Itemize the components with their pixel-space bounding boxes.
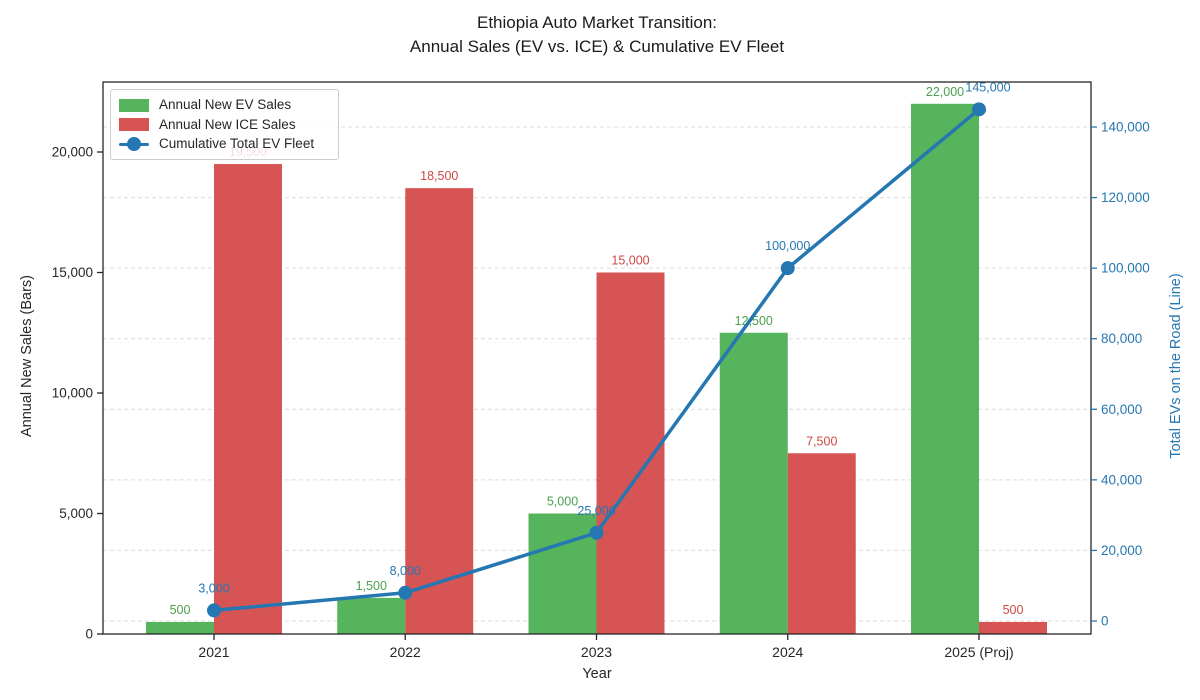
bar-label: 5,000 xyxy=(547,495,578,509)
line-point-2021 xyxy=(207,603,221,618)
x-tick-label: 2024 xyxy=(772,644,803,660)
chart-title: Ethiopia Auto Market Transition: Annual … xyxy=(0,11,1194,58)
x-axis-label: Year xyxy=(582,666,612,682)
chart-title-line-1: Ethiopia Auto Market Transition: xyxy=(476,13,718,32)
right-tick-label: 100,000 xyxy=(1101,261,1150,276)
legend-green-swatch-icon xyxy=(119,98,149,112)
legend-label: Annual New EV Sales xyxy=(159,97,292,112)
legend-item-ice-sales: Annual New ICE Sales xyxy=(119,116,330,134)
line-point-label: 8,000 xyxy=(390,564,421,578)
left-tick-label: 20,000 xyxy=(52,145,93,160)
right-tick-label: 60,000 xyxy=(1101,402,1142,417)
bar-label: 7,500 xyxy=(806,434,837,448)
legend-line-marker-icon xyxy=(119,136,149,152)
x-tick-label: 2023 xyxy=(581,644,612,660)
bar-label: 12,500 xyxy=(735,314,773,328)
bar-label: 15,000 xyxy=(611,254,649,268)
right-tick-label: 80,000 xyxy=(1101,331,1142,346)
legend-red-swatch-icon xyxy=(119,118,149,131)
x-tick-label: 2025 (Proj) xyxy=(944,644,1013,660)
x-tick-label: 2021 xyxy=(198,644,229,660)
line-point-2023 xyxy=(589,525,604,540)
bar-label: 1,500 xyxy=(356,579,387,593)
right-tick-label: 0 xyxy=(1101,614,1109,629)
left-tick-label: 0 xyxy=(85,627,93,642)
bar-ev-2023 xyxy=(528,513,597,634)
bar-ev-2025 (Proj) xyxy=(911,103,979,635)
bar-label: 22,000 xyxy=(926,85,964,99)
bar-label: 500 xyxy=(1003,603,1024,617)
line-point-label: 145,000 xyxy=(965,80,1010,94)
legend: Annual New EV Sales Annual New ICE Sales… xyxy=(110,89,339,160)
bar-ice-2024 xyxy=(787,453,856,634)
bar-label: 18,500 xyxy=(420,169,458,183)
left-tick-label: 10,000 xyxy=(52,386,93,401)
line-point-label: 25,000 xyxy=(577,504,615,518)
bar-ev-2021 xyxy=(146,621,214,634)
bar-ice-2022 xyxy=(405,188,474,634)
right-tick-label: 40,000 xyxy=(1101,472,1142,487)
chart-title-line-2: Annual Sales (EV vs. ICE) & Cumulative E… xyxy=(409,36,785,56)
bar-ice-2021 xyxy=(214,164,282,635)
bar-ev-2024 xyxy=(719,332,788,634)
right-tick-label: 120,000 xyxy=(1101,190,1150,205)
legend-label: Annual New ICE Sales xyxy=(159,116,296,132)
legend-item-ev-fleet: Cumulative Total EV Fleet xyxy=(119,135,330,153)
line-point-2022 xyxy=(398,585,413,600)
line-point-label: 3,000 xyxy=(198,581,229,595)
left-tick-label: 15,000 xyxy=(52,265,93,280)
line-point-2025 (Proj) xyxy=(972,102,986,117)
right-tick-label: 140,000 xyxy=(1101,120,1150,135)
bar-ev-2022 xyxy=(337,597,406,634)
bar-label: 500 xyxy=(170,603,191,617)
bar-ice-2025 (Proj) xyxy=(979,621,1047,634)
right-tick-label: 20,000 xyxy=(1101,543,1142,558)
line-point-label: 100,000 xyxy=(765,239,810,253)
x-tick-label: 2022 xyxy=(390,644,421,660)
line-point-2024 xyxy=(780,261,795,276)
legend-item-ev-sales: Annual New EV Sales xyxy=(119,96,330,114)
left-tick-label: 5,000 xyxy=(59,506,93,521)
legend-label: Cumulative Total EV Fleet xyxy=(159,136,315,151)
